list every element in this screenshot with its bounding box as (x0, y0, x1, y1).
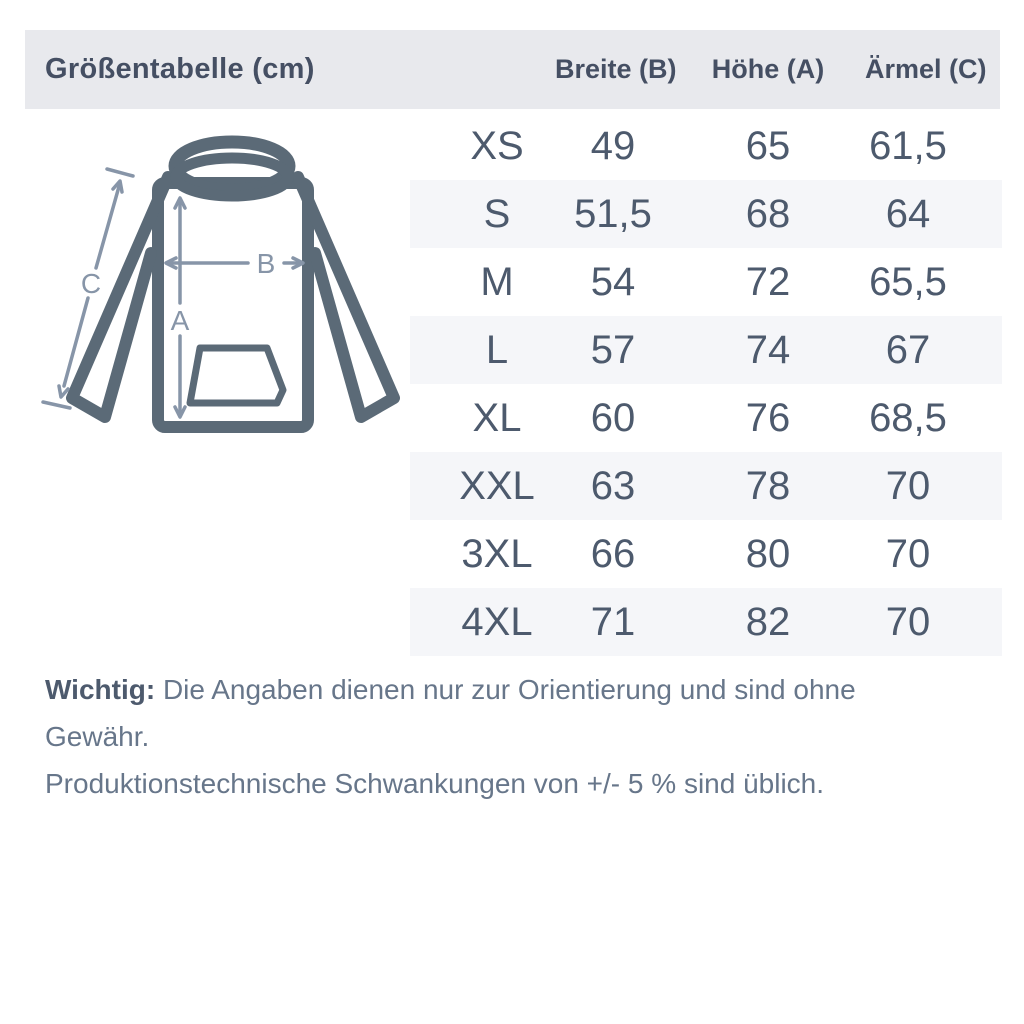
hoehe-value-cell: 80 (745, 531, 791, 576)
breite-value-cell: 60 (590, 395, 636, 440)
disclaimer-note: Wichtig: Die Angaben dienen nur zur Orie… (45, 666, 965, 807)
breite-value-cell: 49 (590, 123, 636, 168)
size-table-row: XL 60 76 68,5 (410, 384, 1002, 452)
breite-value-cell: 54 (590, 259, 636, 304)
size-label-cell: 3XL (461, 531, 533, 576)
hoodie-hood-outer (168, 135, 296, 197)
size-label-cell: S (483, 191, 511, 236)
arrow-b-icon (164, 256, 305, 270)
size-table-row: XXL 63 78 70 (410, 452, 1002, 520)
arrow-a-icon (173, 196, 187, 419)
disclaimer-line-2: Produktionstechnische Schwankungen von +… (45, 768, 825, 799)
size-label-cell: XS (470, 123, 524, 168)
hoodie-right-sleeve (292, 171, 400, 423)
hoehe-value-cell: 65 (745, 123, 791, 168)
size-label-cell: M (480, 259, 514, 304)
column-header-hoehe: Höhe (A) (711, 54, 825, 84)
size-table-row: 3XL 66 80 70 (410, 520, 1002, 588)
aermel-value-cell: 61,5 (869, 123, 947, 168)
breite-value-cell: 71 (590, 599, 636, 644)
column-header-breite: Breite (B) (555, 54, 677, 84)
dimension-label-c: C (81, 268, 101, 299)
size-label-cell: L (485, 327, 509, 372)
size-label-cell: 4XL (461, 599, 533, 644)
hoodie-left-sleeve (66, 171, 174, 423)
size-table-row: 4XL 71 82 70 (410, 588, 1002, 656)
dimension-arrows (41, 167, 305, 419)
aermel-value-cell: 65,5 (869, 259, 947, 304)
disclaimer-text-1: Die Angaben dienen nur zur Orientierung … (45, 674, 856, 752)
hoodie-body (152, 177, 314, 433)
dimension-labels: A B C (81, 248, 275, 336)
arrow-c-icon (41, 167, 135, 410)
disclaimer-line-1: Wichtig: Die Angaben dienen nur zur Orie… (45, 666, 965, 760)
aermel-value-cell: 64 (885, 191, 931, 236)
disclaimer-label: Wichtig: (45, 674, 156, 705)
size-label-cell: XL (472, 395, 522, 440)
aermel-value-cell: 68,5 (869, 395, 947, 440)
size-label-cell: XXL (459, 463, 535, 508)
hoehe-value-cell: 72 (745, 259, 791, 304)
breite-value-cell: 51,5 (574, 191, 652, 236)
dimension-label-b: B (257, 248, 276, 279)
hoodie-hood-inner (170, 152, 294, 202)
dimension-label-a: A (171, 305, 190, 336)
size-table-row: S 51,5 68 64 (410, 180, 1002, 248)
aermel-value-cell: 67 (885, 327, 931, 372)
size-table-row: L 57 74 67 (410, 316, 1002, 384)
breite-value-cell: 66 (590, 531, 636, 576)
size-table: XS 49 65 61,5 S 51,5 68 64 M 54 72 65,5 … (410, 112, 1002, 656)
size-chart-header: Größentabelle (cm) Breite (B) Höhe (A) Ä… (25, 30, 1000, 109)
aermel-value-cell: 70 (885, 531, 931, 576)
column-header-aermel: Ärmel (C) (865, 54, 987, 84)
hoehe-value-cell: 78 (745, 463, 791, 508)
hoehe-value-cell: 76 (745, 395, 791, 440)
size-chart-title: Größentabelle (cm) (45, 53, 315, 85)
breite-value-cell: 57 (590, 327, 636, 372)
hoodie-measurement-diagram: A B C (35, 120, 425, 470)
hoehe-value-cell: 82 (745, 599, 791, 644)
aermel-value-cell: 70 (885, 599, 931, 644)
breite-value-cell: 63 (590, 463, 636, 508)
hoodie-outline-icon (66, 135, 400, 433)
hoodie-pocket (186, 344, 287, 407)
size-table-row: M 54 72 65,5 (410, 248, 1002, 316)
hoehe-value-cell: 74 (745, 327, 791, 372)
size-table-row: XS 49 65 61,5 (410, 112, 1002, 180)
hoehe-value-cell: 68 (745, 191, 791, 236)
aermel-value-cell: 70 (885, 463, 931, 508)
